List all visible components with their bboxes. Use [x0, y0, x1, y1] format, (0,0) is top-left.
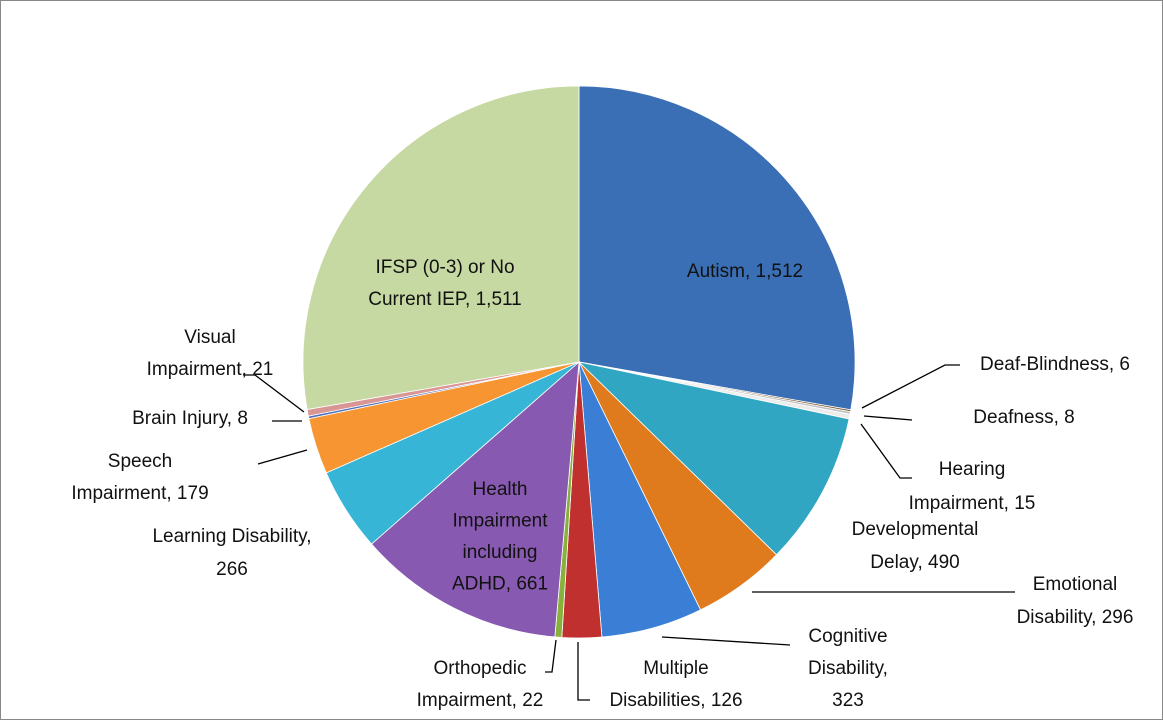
data-label-line: Impairment, 21: [147, 359, 274, 380]
leader-line: [257, 449, 308, 465]
data-label-line: 323: [832, 690, 864, 711]
pie-slice: [370, 361, 580, 638]
pie-slice: [302, 85, 580, 411]
data-label-line: 266: [216, 559, 248, 580]
data-label-line: Learning Disability,: [152, 526, 311, 547]
data-label: Deafness, 8: [973, 407, 1074, 428]
data-label-line: Hearing: [939, 459, 1006, 480]
leader-line: [860, 423, 912, 479]
data-label-line: Disability,: [808, 658, 888, 679]
data-label-line: Impairment, 179: [71, 483, 208, 504]
data-label-line: Current IEP, 1,511: [368, 289, 522, 310]
data-label-line: IFSP (0-3) or No: [375, 257, 514, 278]
pie: [302, 85, 856, 639]
data-label-line: including: [463, 542, 538, 563]
data-label: Brain Injury, 8: [132, 408, 248, 429]
data-label: Learning Disability, 266: [152, 526, 311, 580]
data-label-line: Speech: [108, 451, 172, 472]
data-label: Health Impairment including ADHD, 661: [452, 479, 548, 595]
leader-line: [861, 364, 960, 409]
data-label: IFSP (0-3) or No Current IEP, 1,511: [368, 257, 522, 310]
data-label-line: ADHD, 661: [452, 574, 548, 595]
data-label: Deaf-Blindness, 6: [980, 354, 1130, 375]
data-label-line: Disability, 296: [1017, 607, 1134, 628]
data-label-line: Impairment, 22: [417, 690, 544, 711]
data-label: Hearing Impairment, 15: [909, 459, 1036, 514]
data-label-line: Health: [473, 479, 528, 500]
data-label-line: Impairment, 15: [909, 493, 1036, 514]
pie-slice: [577, 361, 850, 556]
data-label-line: Emotional: [1033, 574, 1118, 595]
leader-line: [661, 636, 791, 646]
data-label: Cognitive Disability, 323: [808, 626, 888, 711]
data-label-line: Autism, 1,512: [687, 261, 803, 282]
leader-line: [243, 374, 305, 413]
data-label-line: Brain Injury, 8: [132, 408, 248, 429]
data-label-line: Disabilities, 126: [609, 690, 742, 711]
data-label-line: Multiple: [643, 658, 708, 679]
data-label: Developmental Delay, 490: [852, 519, 979, 573]
data-label-line: Visual: [184, 327, 235, 348]
data-label: Visual Impairment, 21: [147, 327, 274, 380]
data-label-line: Deaf-Blindness, 6: [980, 354, 1130, 375]
data-label: Emotional Disability, 296: [1017, 574, 1134, 628]
data-label: Orthopedic Impairment, 22: [417, 658, 544, 711]
data-label: Multiple Disabilities, 126: [609, 658, 742, 711]
data-label-line: Cognitive: [808, 626, 887, 647]
leader-line: [863, 415, 913, 421]
leader-line: [577, 642, 590, 701]
data-label: Autism, 1,512: [687, 261, 803, 282]
data-label: Speech Impairment, 179: [71, 451, 208, 504]
leader-lines: [243, 364, 1015, 701]
data-label-line: Developmental: [852, 519, 979, 540]
data-label-line: Deafness, 8: [973, 407, 1074, 428]
data-label-line: Delay, 490: [870, 552, 959, 573]
pie-slice: [578, 85, 856, 411]
data-label-line: Orthopedic: [434, 658, 527, 679]
data-label-line: Impairment: [452, 511, 548, 532]
leader-line: [545, 639, 557, 673]
